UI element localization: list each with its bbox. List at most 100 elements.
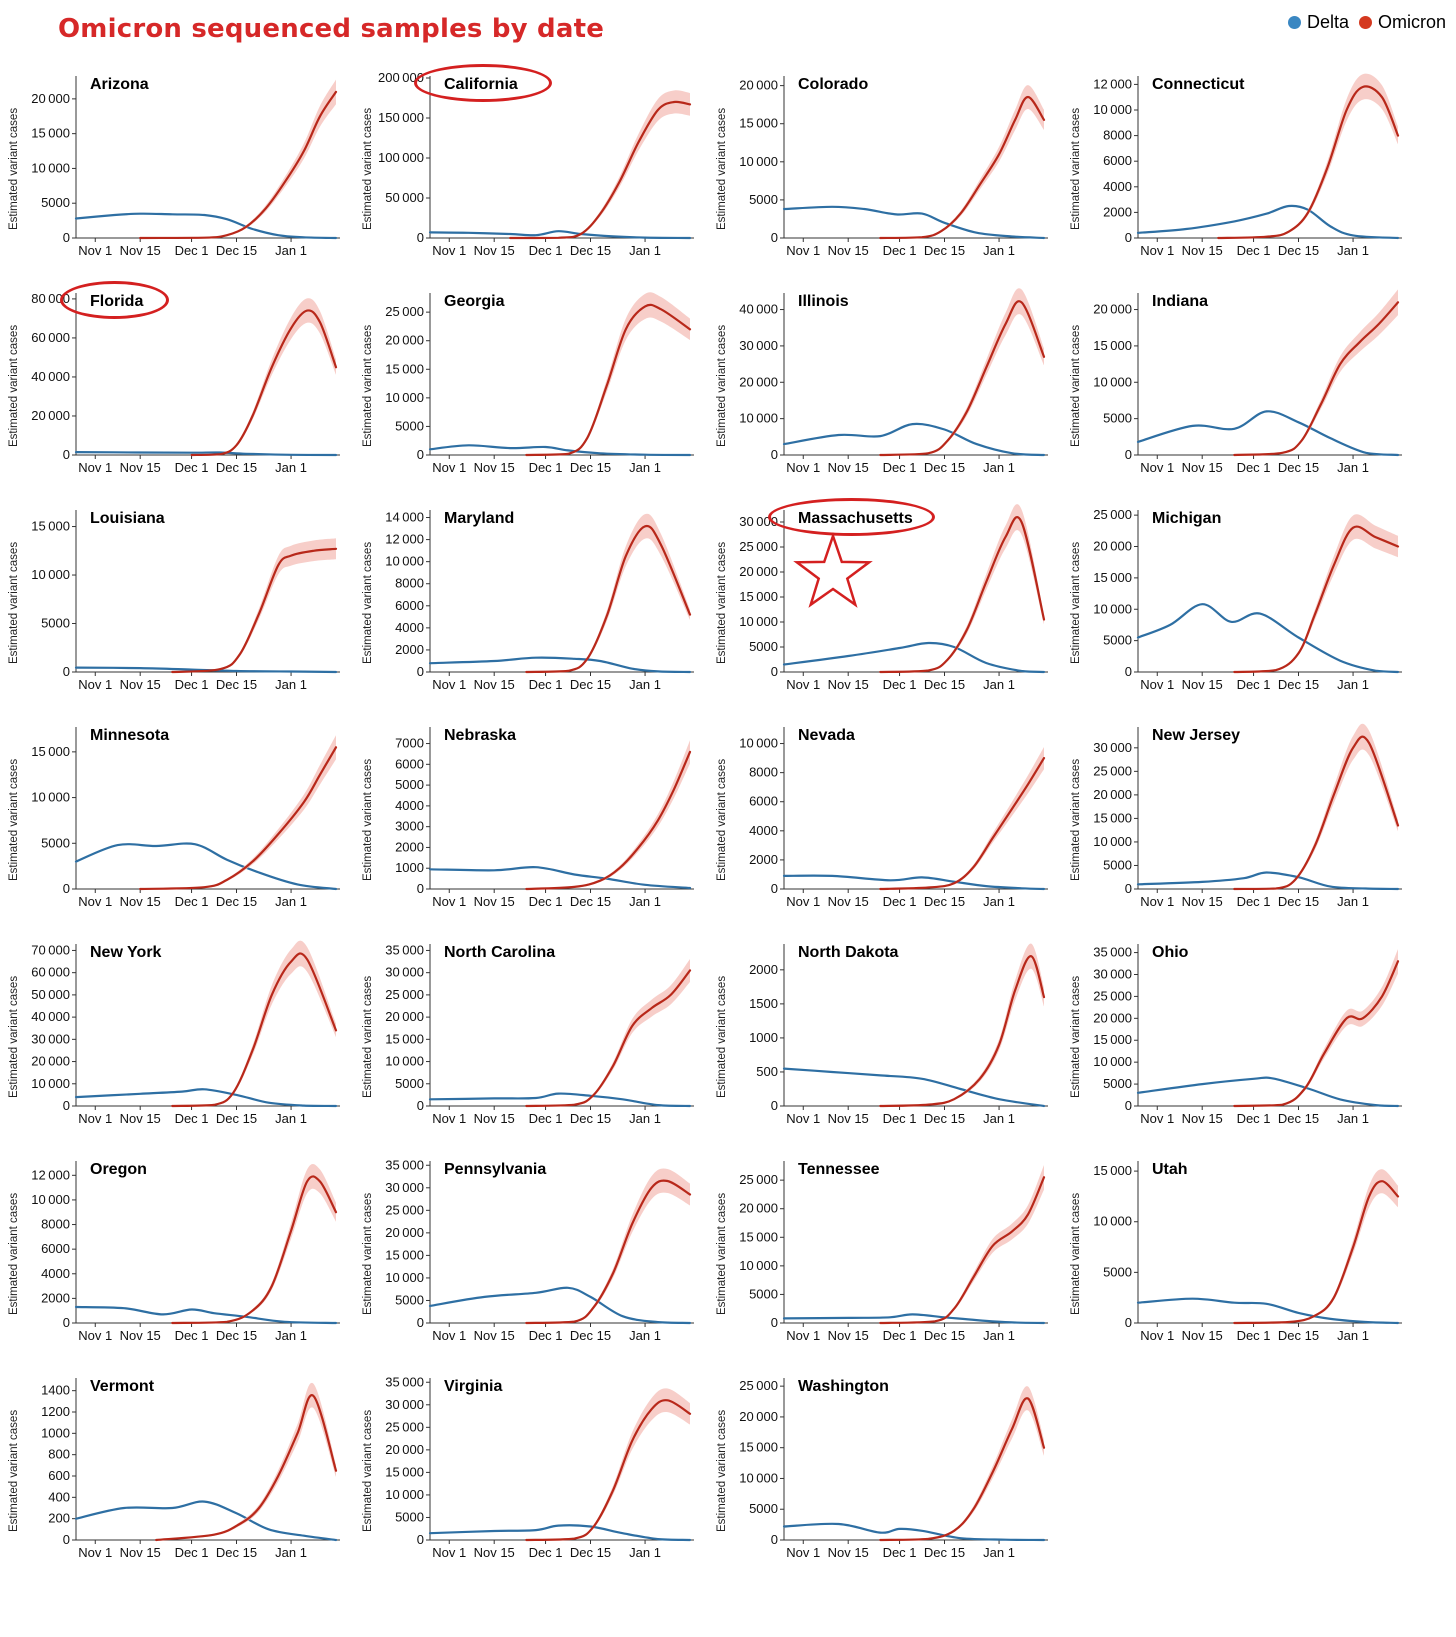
delta-series-line	[1136, 204, 1400, 240]
y-tick-label: 20 000	[1093, 787, 1132, 802]
panel-new-york: 0 10 000 20 000 30 000 40 000 50 000 60 000 70 …	[6, 936, 366, 1158]
x-tick-label: Nov 1	[432, 1328, 466, 1343]
x-tick-label: Nov 15	[120, 1111, 161, 1126]
x-tick-label: Dec 1	[175, 1545, 209, 1560]
x-tick-label: Nov 1	[1140, 677, 1174, 692]
state-name: Utah	[1152, 1161, 1188, 1178]
delta-series-line	[428, 866, 692, 890]
omicron-series-line	[171, 1175, 338, 1325]
state-name: Georgia	[444, 293, 505, 310]
y-tick-label: 20 000	[1093, 539, 1132, 554]
y-tick-label: 12 000	[31, 1167, 70, 1182]
x-tick-label: Jan 1	[629, 894, 661, 909]
x-tick-label: Dec 15	[216, 677, 257, 692]
y-tick-label: 0	[417, 1532, 424, 1547]
x-tick-label: Dec 15	[570, 1328, 611, 1343]
x-tick-label: Dec 15	[924, 677, 965, 692]
x-tick-label: Jan 1	[983, 677, 1015, 692]
y-tick-label: 10 000	[1093, 374, 1132, 389]
omicron-series-line	[1217, 85, 1400, 240]
y-axis-label: Estimated variant cases	[8, 324, 20, 447]
omicron-series-line	[1233, 735, 1400, 891]
y-tick-label: 5000	[41, 195, 70, 210]
legend-entry-delta: Delta	[1287, 12, 1349, 33]
omicron-confidence-band	[880, 943, 1044, 1106]
omicron-series-line	[525, 969, 692, 1108]
y-tick-label: 20 000	[739, 374, 778, 389]
y-tick-label: 25 000	[739, 1172, 778, 1187]
x-tick-label: Nov 1	[1140, 1111, 1174, 1126]
y-axis-label: Estimated variant cases	[362, 758, 374, 881]
x-tick-label: Nov 1	[78, 460, 112, 475]
y-tick-label: 200 000	[378, 70, 424, 85]
state-name: Vermont	[90, 1378, 155, 1395]
x-tick-label: Nov 1	[78, 894, 112, 909]
panel-vermont: 0 200 400 600 800 1000 1200 1400 Nov 1 Nov 15 Dec …	[6, 1370, 366, 1592]
x-tick-label: Nov 1	[786, 243, 820, 258]
y-tick-label: 7000	[395, 736, 424, 751]
y-axis-label: Estimated variant cases	[716, 1192, 728, 1315]
state-name: Nebraska	[444, 727, 517, 744]
panel-nevada: 0 2000 4000 6000 8000 10 000 Nov 1 Nov 15 Dec 1 D…	[714, 719, 1074, 941]
y-tick-label: 1400	[41, 1383, 70, 1398]
x-tick-label: Jan 1	[983, 243, 1015, 258]
x-tick-label: Jan 1	[629, 1111, 661, 1126]
y-tick-label: 6000	[41, 1241, 70, 1256]
y-tick-label: 20 000	[31, 1054, 70, 1069]
x-tick-label: Nov 15	[828, 677, 869, 692]
y-axis-label: Estimated variant cases	[716, 758, 728, 881]
panel-georgia: 0 5000 10 000 15 000 20 000 25 000 Nov 1 Nov 15…	[360, 285, 720, 507]
y-axis-label: Estimated variant cases	[362, 1409, 374, 1532]
y-tick-label: 15 000	[1093, 810, 1132, 825]
panel-florida: 0 20 000 40 000 60 000 80 000 Nov 1 Nov 15 Dec …	[6, 281, 366, 507]
x-tick-label: Nov 15	[1182, 677, 1223, 692]
delta-series-line	[1136, 410, 1400, 457]
y-tick-label: 0	[417, 664, 424, 679]
panel-indiana: 0 5000 10 000 15 000 20 000 Nov 1 Nov 15 Dec 1 D…	[1068, 285, 1428, 507]
y-tick-label: 35 000	[385, 942, 424, 957]
panel-plot: 0 200 400 600 800 1000 1200 1400 Nov 1 Nov 15 Dec …	[41, 1378, 340, 1560]
delta-series-line	[74, 451, 338, 457]
x-tick-label: Nov 15	[474, 677, 515, 692]
y-axis-label: Estimated variant cases	[362, 975, 374, 1098]
y-tick-label: 1200	[41, 1404, 70, 1419]
state-name: Ohio	[1152, 944, 1189, 961]
omicron-confidence-band	[880, 747, 1044, 889]
y-tick-label: 15 000	[385, 1031, 424, 1046]
y-tick-label: 5000	[395, 777, 424, 792]
y-axis-label: Estimated variant cases	[8, 975, 20, 1098]
state-name: Nevada	[798, 727, 855, 744]
y-tick-label: 15 000	[1093, 570, 1132, 585]
y-tick-label: 6000	[1103, 153, 1132, 168]
x-tick-label: Dec 15	[216, 894, 257, 909]
y-tick-label: 5000	[1103, 633, 1132, 648]
y-tick-label: 25 000	[385, 987, 424, 1002]
y-tick-label: 0	[771, 230, 778, 245]
y-tick-label: 0	[1125, 1098, 1132, 1113]
y-tick-label: 15 000	[739, 116, 778, 131]
delta-series-line	[782, 422, 1046, 457]
state-name: North Dakota	[798, 944, 899, 961]
y-tick-label: 20 000	[1093, 302, 1132, 317]
panel-massachusetts: 0 5000 10 000 15 000 20 000 25 000 30 000 Nov 1…	[714, 498, 1074, 724]
x-tick-label: Dec 1	[1237, 677, 1271, 692]
x-tick-label: Jan 1	[1337, 894, 1369, 909]
omicron-confidence-band	[526, 959, 690, 1106]
x-tick-label: Jan 1	[629, 243, 661, 258]
y-tick-label: 15 000	[31, 519, 70, 534]
y-tick-label: 20 000	[739, 78, 778, 93]
y-tick-label: 40 000	[31, 1009, 70, 1024]
panel-plot: 0 5000 10 000 15 000 Nov 1 Nov 15 Dec 1 Dec 15 J…	[1093, 1161, 1402, 1343]
y-tick-label: 10 000	[385, 554, 424, 569]
y-tick-label: 0	[417, 1315, 424, 1330]
y-tick-label: 15 000	[385, 361, 424, 376]
state-name: Michigan	[1152, 510, 1222, 527]
omicron-series-line	[139, 90, 338, 240]
y-tick-label: 0	[63, 1098, 70, 1113]
x-tick-label: Jan 1	[1337, 1328, 1369, 1343]
x-tick-label: Nov 1	[786, 1545, 820, 1560]
y-tick-label: 12 000	[1093, 76, 1132, 91]
omicron-confidence-band	[1218, 73, 1398, 238]
y-tick-label: 10 000	[31, 567, 70, 582]
x-tick-label: Jan 1	[275, 243, 307, 258]
